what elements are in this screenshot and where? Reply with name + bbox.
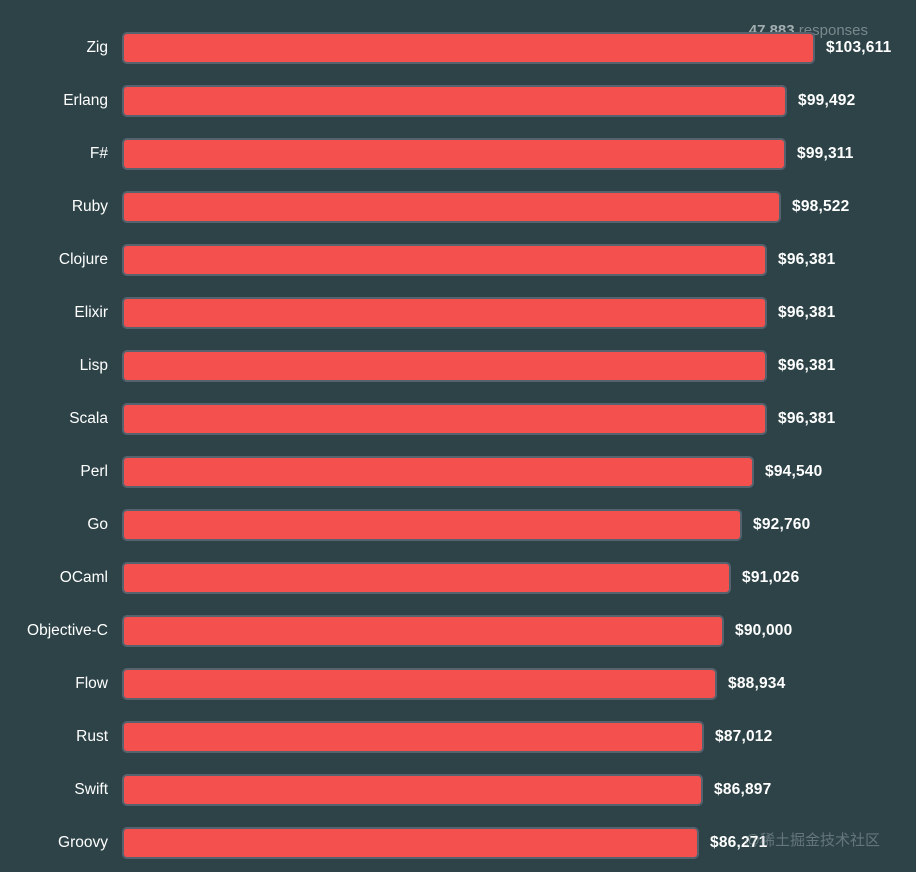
category-label: Rust: [76, 727, 108, 745]
category-label: Swift: [74, 780, 108, 798]
value-label: $90,000: [735, 621, 793, 639]
bar: [122, 720, 704, 753]
bar: [122, 349, 767, 382]
category-label: Zig: [86, 38, 108, 56]
value-label: $96,381: [778, 303, 836, 321]
chart-row: Groovy $86,271: [0, 816, 891, 869]
responses-label: responses: [794, 22, 868, 39]
category-label: OCaml: [59, 568, 108, 586]
bar: [122, 561, 731, 594]
value-label: $103,611: [826, 38, 892, 56]
chart-row: Perl $94,540: [0, 445, 891, 498]
bar: [122, 826, 699, 859]
chart-row: Zig $103,611: [0, 21, 891, 74]
bar: [122, 614, 724, 647]
value-label: $86,271: [710, 833, 768, 851]
bar: [122, 31, 815, 64]
category-label: Perl: [80, 462, 108, 480]
category-label: Erlang: [63, 91, 108, 109]
value-label: $99,311: [797, 144, 854, 162]
bar: [122, 296, 767, 329]
category-label: Lisp: [79, 356, 108, 374]
bar: [122, 455, 754, 488]
category-label: Objective-C: [27, 621, 108, 639]
bar-chart: Zig $103,611 Erlang $99,492 F# $99,311 Ruby $98…: [0, 21, 891, 869]
chart-row: Erlang $99,492: [0, 74, 891, 127]
category-label: Groovy: [58, 833, 108, 851]
chart-row: Elixir $96,381: [0, 286, 891, 339]
value-label: $86,897: [714, 780, 772, 798]
bar: [122, 508, 742, 541]
chart-row: Flow $88,934: [0, 657, 891, 710]
chart-row: Lisp $96,381: [0, 339, 891, 392]
bar: [122, 773, 703, 806]
value-label: $94,540: [765, 462, 823, 480]
chart-row: Ruby $98,522: [0, 180, 891, 233]
bar: [122, 137, 786, 170]
category-label: Go: [87, 515, 108, 533]
chart-row: Go $92,760: [0, 498, 891, 551]
value-label: $96,381: [778, 250, 836, 268]
value-label: $96,381: [778, 356, 836, 374]
chart-row: OCaml $91,026: [0, 551, 891, 604]
bar: [122, 402, 767, 435]
category-label: F#: [89, 144, 108, 162]
value-label: $87,012: [715, 727, 773, 745]
chart-row: Objective-C $90,000: [0, 604, 891, 657]
bar: [122, 243, 767, 276]
category-label: Scala: [69, 409, 108, 427]
category-label: Clojure: [58, 250, 108, 268]
value-label: $92,760: [753, 515, 811, 533]
bar: [122, 84, 787, 117]
value-label: $99,492: [798, 91, 856, 109]
chart-row: F# $99,311: [0, 127, 891, 180]
category-label: Elixir: [74, 303, 108, 321]
value-label: $91,026: [742, 568, 800, 586]
value-label: $88,934: [728, 674, 786, 692]
bar: [122, 190, 781, 223]
chart-row: Rust $87,012: [0, 710, 891, 763]
category-label: Flow: [75, 674, 108, 692]
category-label: Ruby: [71, 197, 108, 215]
bar: [122, 667, 717, 700]
chart-row: Scala $96,381: [0, 392, 891, 445]
chart-row: Clojure $96,381: [0, 233, 891, 286]
chart-row: Swift $86,897: [0, 763, 891, 816]
value-label: $96,381: [778, 409, 836, 427]
value-label: $98,522: [792, 197, 850, 215]
